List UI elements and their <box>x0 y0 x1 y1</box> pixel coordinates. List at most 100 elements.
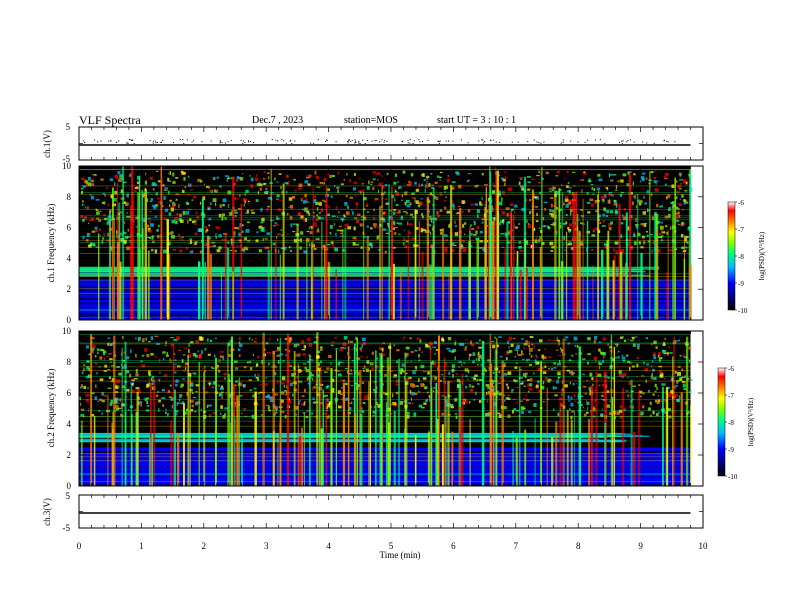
spec-cell <box>609 400 612 402</box>
spec-cell <box>682 354 685 358</box>
spec-cell <box>329 174 332 179</box>
spec-cell <box>165 408 167 411</box>
spec-cell <box>149 200 152 203</box>
spec-cell <box>116 402 120 404</box>
spec-sferic <box>112 411 114 486</box>
spec-cell <box>304 401 306 405</box>
spec-band <box>79 313 691 315</box>
spec-cell <box>632 181 634 186</box>
spec-cell <box>519 369 522 371</box>
spec-cell <box>301 233 304 235</box>
spec-cell <box>392 393 394 398</box>
spec-cell <box>82 218 85 222</box>
trace-noise <box>498 141 500 143</box>
spec-cell <box>378 353 383 356</box>
spec-cell <box>341 397 344 401</box>
spec-cell <box>421 351 423 353</box>
spec-sferic <box>279 398 282 486</box>
spec-cell <box>409 202 412 204</box>
spec-cell <box>527 383 531 387</box>
spec-cell <box>422 173 425 177</box>
spec-cell <box>181 401 185 405</box>
spec-cell <box>190 189 193 191</box>
spec-cell <box>229 395 232 398</box>
spec-cell <box>298 183 303 188</box>
spec-cell <box>521 381 524 385</box>
spec-cell <box>620 248 625 253</box>
spec-sferic <box>388 215 390 320</box>
spec-cell <box>586 411 589 414</box>
spec-cell <box>589 372 593 377</box>
spec-cell <box>550 197 554 199</box>
spec-cell <box>222 357 224 361</box>
spec-cell <box>469 400 471 404</box>
spec-cell <box>683 356 688 359</box>
spec-cell <box>185 367 187 371</box>
spec-cell <box>534 196 538 198</box>
spec-cell <box>206 338 209 342</box>
spec-cell <box>512 236 514 240</box>
spec-band <box>79 318 691 320</box>
spec-cell <box>471 228 475 230</box>
spec-cell <box>170 231 174 235</box>
spec-cell <box>134 190 137 192</box>
spec-cell <box>299 400 301 403</box>
spec-cell <box>587 211 591 214</box>
spec-cell <box>214 337 217 339</box>
spec-cell <box>194 222 197 226</box>
spec-cell <box>347 226 352 230</box>
x-tick-label: 0 <box>77 541 82 551</box>
spec-cell <box>246 209 249 214</box>
spec-cell <box>486 218 490 220</box>
spec-cell <box>275 349 279 353</box>
spec-cell <box>335 232 337 236</box>
spec-cell <box>655 413 659 417</box>
spec-cell <box>622 336 624 338</box>
spec-cell <box>402 370 405 373</box>
spec-cell <box>683 199 687 202</box>
spec-cell <box>150 248 154 252</box>
spec-cell <box>590 203 594 207</box>
spec-sferic <box>665 387 669 486</box>
ch3-ytick-bottom: -5 <box>63 523 71 533</box>
spec-cell <box>122 359 125 362</box>
spec-cell <box>306 230 310 233</box>
spec-cell <box>389 230 393 232</box>
spec-cell <box>218 234 222 238</box>
spec-cell <box>627 361 631 363</box>
spec-cell <box>240 224 244 227</box>
y-tick-label: 4 <box>67 253 72 263</box>
trace-noise <box>275 139 277 141</box>
spec-cell <box>85 180 89 184</box>
spec-cell <box>90 392 95 395</box>
spec-cell <box>378 346 382 350</box>
spec-cell <box>95 198 100 201</box>
spec-cell <box>646 208 649 213</box>
y-tick-label: 6 <box>67 223 72 233</box>
spec-sferic <box>630 379 633 486</box>
spec-cell <box>376 172 381 175</box>
spec-cell <box>476 209 480 213</box>
spec-cell <box>190 409 194 412</box>
spec-cell <box>552 386 555 390</box>
spec-cell <box>277 232 282 236</box>
spec-cell <box>247 200 250 203</box>
spec-cell <box>225 175 229 177</box>
spec-cell <box>337 171 339 175</box>
spec-cell <box>658 221 660 224</box>
spec-cell <box>526 176 531 178</box>
spec-cell <box>629 191 633 195</box>
spec-cell <box>141 354 145 357</box>
spec-cell <box>453 206 455 210</box>
spec-cell <box>682 179 687 184</box>
spec-cell <box>610 221 613 225</box>
trace-noise <box>621 140 623 142</box>
trace-noise <box>674 141 676 143</box>
spec-cell <box>603 352 606 356</box>
spec-cell <box>589 198 594 202</box>
spec-cell <box>337 405 342 409</box>
spec-cell <box>633 231 636 235</box>
spec-cell <box>409 337 412 340</box>
spec-cell <box>658 411 660 414</box>
trace-noise <box>100 140 102 142</box>
